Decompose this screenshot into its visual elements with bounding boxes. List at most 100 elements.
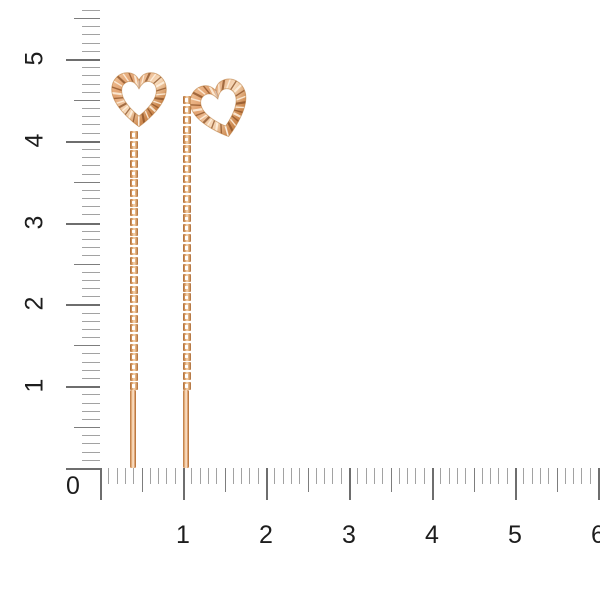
chain-link	[129, 256, 138, 265]
horizontal-axis-label-6: 6	[591, 521, 600, 549]
vertical-tick-minor	[82, 43, 100, 45]
vertical-tick-minor	[82, 165, 100, 167]
vertical-tick-medium	[74, 345, 100, 347]
chain-link-aperture	[132, 384, 135, 389]
chain-link	[129, 363, 138, 371]
horizontal-tick-minor	[482, 468, 484, 484]
horizontal-tick-minor	[590, 468, 592, 484]
chain-link	[182, 174, 191, 183]
chain-link-aperture	[132, 307, 135, 311]
chain-link-aperture	[185, 246, 188, 250]
vertical-tick-minor	[82, 34, 100, 36]
chain-link	[182, 303, 191, 312]
vertical-tick-minor	[82, 378, 100, 380]
chain-link	[182, 322, 191, 331]
horizontal-tick-minor	[133, 468, 135, 484]
horizontal-tick-minor	[299, 468, 301, 484]
chain-link	[182, 362, 191, 371]
chain-link	[129, 334, 138, 342]
chain-link	[182, 352, 191, 361]
chain-link	[129, 266, 138, 275]
horizontal-tick-medium	[474, 468, 476, 492]
chain-link-aperture	[185, 167, 188, 171]
horizontal-tick-minor	[498, 468, 500, 484]
chain-link-aperture	[132, 181, 135, 186]
horizontal-tick-minor	[457, 468, 459, 484]
horizontal-tick-minor	[283, 468, 285, 484]
horizontal-tick-minor	[399, 468, 401, 484]
chain-link	[182, 184, 191, 193]
horizontal-tick-minor	[357, 468, 359, 484]
vertical-tick-minor	[82, 247, 100, 249]
horizontal-tick-minor	[258, 468, 260, 484]
chain-link-aperture	[185, 127, 188, 132]
chain-link-aperture	[132, 142, 135, 147]
chain-link	[182, 125, 191, 134]
chain-link-aperture	[185, 265, 188, 270]
vertical-tick-minor	[82, 157, 100, 159]
chain-link	[129, 189, 138, 197]
chain-link-aperture	[132, 200, 135, 205]
horizontal-tick-minor	[440, 468, 442, 484]
vertical-tick-major	[66, 59, 100, 61]
chain-link-aperture	[132, 297, 135, 302]
chain-link-aperture	[132, 191, 135, 195]
chain-right	[182, 96, 191, 392]
chain-link-aperture	[185, 137, 188, 142]
vertical-tick-minor	[82, 174, 100, 176]
horizontal-tick-minor	[324, 468, 326, 484]
horizontal-tick-minor	[465, 468, 467, 484]
chain-link	[182, 194, 191, 203]
chain-link-aperture	[185, 334, 188, 339]
horizontal-tick-minor	[415, 468, 417, 484]
horizontal-tick-minor	[208, 468, 210, 484]
chain-link-aperture	[185, 364, 188, 369]
chain-link-aperture	[132, 210, 135, 215]
chain-link-aperture	[132, 249, 135, 253]
chain-link	[129, 237, 138, 246]
horizontal-tick-minor	[125, 468, 127, 484]
chain-link	[182, 214, 191, 223]
vertical-tick-minor	[82, 92, 100, 94]
chain-link	[182, 234, 191, 243]
chain-link-aperture	[132, 365, 135, 369]
chain-link-aperture	[185, 206, 188, 211]
vertical-axis-label-0: 0	[66, 472, 80, 500]
chain-link	[129, 160, 138, 168]
horizontal-tick-minor	[341, 468, 343, 484]
vertical-axis-label-1: 1	[20, 378, 49, 393]
horizontal-tick-medium	[308, 468, 310, 492]
horizontal-tick-minor	[332, 468, 334, 484]
horizontal-tick-minor	[316, 468, 318, 484]
chain-link-aperture	[132, 258, 135, 263]
chain-link	[129, 208, 138, 217]
chain-link	[182, 342, 191, 351]
vertical-tick-minor	[82, 362, 100, 364]
horizontal-tick-minor	[507, 468, 509, 484]
chain-link	[129, 324, 138, 333]
chain-link-aperture	[185, 236, 188, 241]
vertical-tick-minor	[82, 206, 100, 208]
chain-link-aperture	[185, 315, 188, 319]
chain-link	[129, 276, 138, 284]
vertical-tick-minor	[82, 190, 100, 192]
horizontal-tick-minor	[233, 468, 235, 484]
vertical-tick-minor	[82, 272, 100, 274]
vertical-tick-medium	[74, 100, 100, 102]
vertical-tick-minor	[82, 329, 100, 331]
horizontal-tick-minor	[548, 468, 550, 484]
chain-link	[129, 353, 138, 362]
chain-link-aperture	[132, 326, 135, 331]
chain-link	[182, 155, 191, 164]
vertical-tick-minor	[82, 288, 100, 290]
chain-link	[182, 204, 191, 213]
horizontal-tick-medium	[557, 468, 559, 492]
horizontal-axis-label-4: 4	[425, 521, 439, 549]
chain-link	[129, 131, 138, 139]
horizontal-tick-major	[598, 468, 600, 500]
horizontal-tick-major	[100, 468, 102, 500]
